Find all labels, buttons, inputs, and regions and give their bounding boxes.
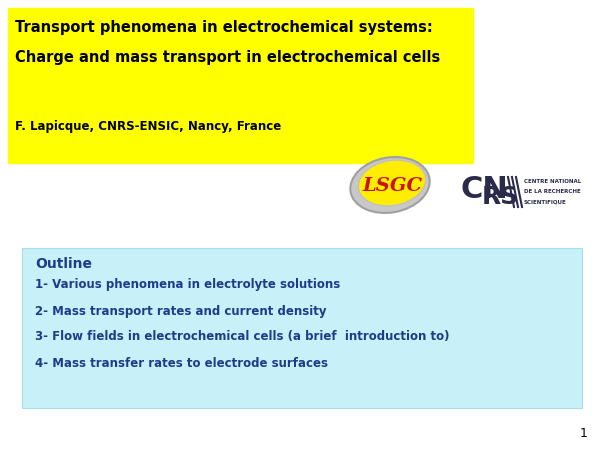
FancyBboxPatch shape: [22, 248, 582, 408]
Text: LSGC: LSGC: [362, 177, 422, 195]
Text: 1- Various phenomena in electrolyte solutions: 1- Various phenomena in electrolyte solu…: [35, 278, 340, 291]
Ellipse shape: [350, 157, 430, 213]
Text: 4- Mass transfer rates to electrode surfaces: 4- Mass transfer rates to electrode surf…: [35, 357, 328, 370]
Text: 2- Mass transport rates and current density: 2- Mass transport rates and current dens…: [35, 305, 326, 318]
Text: SCIENTIFIQUE: SCIENTIFIQUE: [524, 199, 567, 204]
Text: Outline: Outline: [35, 257, 92, 271]
Text: Charge and mass transport in electrochemical cells: Charge and mass transport in electrochem…: [15, 50, 440, 65]
Text: Transport phenomena in electrochemical systems:: Transport phenomena in electrochemical s…: [15, 20, 433, 35]
Text: F. Lapicque, CNRS-ENSIC, Nancy, France: F. Lapicque, CNRS-ENSIC, Nancy, France: [15, 120, 281, 133]
Text: CENTRE NATIONAL: CENTRE NATIONAL: [524, 179, 581, 184]
FancyBboxPatch shape: [8, 8, 473, 163]
Text: 3- Flow fields in electrochemical cells (a brief  introduction to): 3- Flow fields in electrochemical cells …: [35, 330, 449, 343]
Text: 1: 1: [580, 427, 588, 440]
Ellipse shape: [358, 160, 426, 206]
Text: RS: RS: [482, 185, 519, 209]
Text: CN: CN: [460, 175, 508, 204]
Text: DE LA RECHERCHE: DE LA RECHERCHE: [524, 189, 581, 194]
